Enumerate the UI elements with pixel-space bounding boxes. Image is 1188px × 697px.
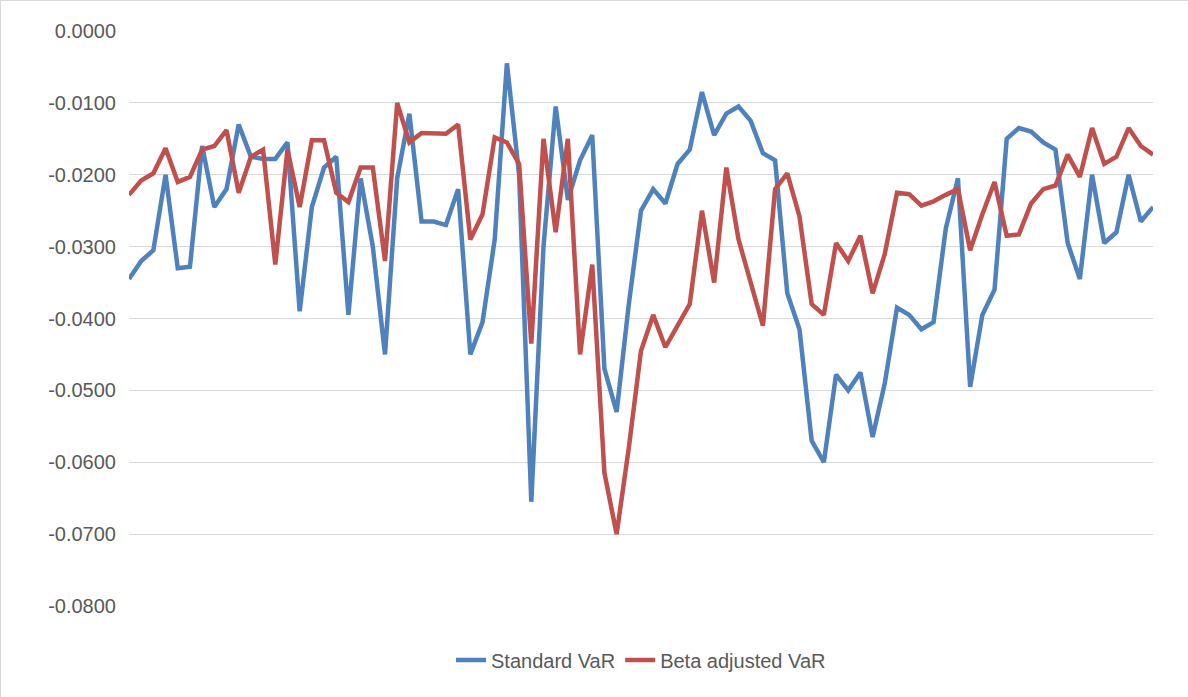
svg-text:-0.0300: -0.0300 bbox=[48, 236, 116, 258]
svg-text:-0.0600: -0.0600 bbox=[48, 451, 116, 473]
svg-text:-0.0700: -0.0700 bbox=[48, 523, 116, 545]
svg-text:-0.0400: -0.0400 bbox=[48, 308, 116, 330]
svg-text:Beta adjusted VaR: Beta adjusted VaR bbox=[660, 650, 825, 672]
svg-text:-0.0200: -0.0200 bbox=[48, 164, 116, 186]
svg-text:0.0000: 0.0000 bbox=[55, 20, 116, 42]
svg-text:-0.0800: -0.0800 bbox=[48, 595, 116, 617]
svg-text:-0.0500: -0.0500 bbox=[48, 379, 116, 401]
svg-text:Standard VaR: Standard VaR bbox=[491, 650, 615, 672]
svg-text:-0.0100: -0.0100 bbox=[48, 92, 116, 114]
